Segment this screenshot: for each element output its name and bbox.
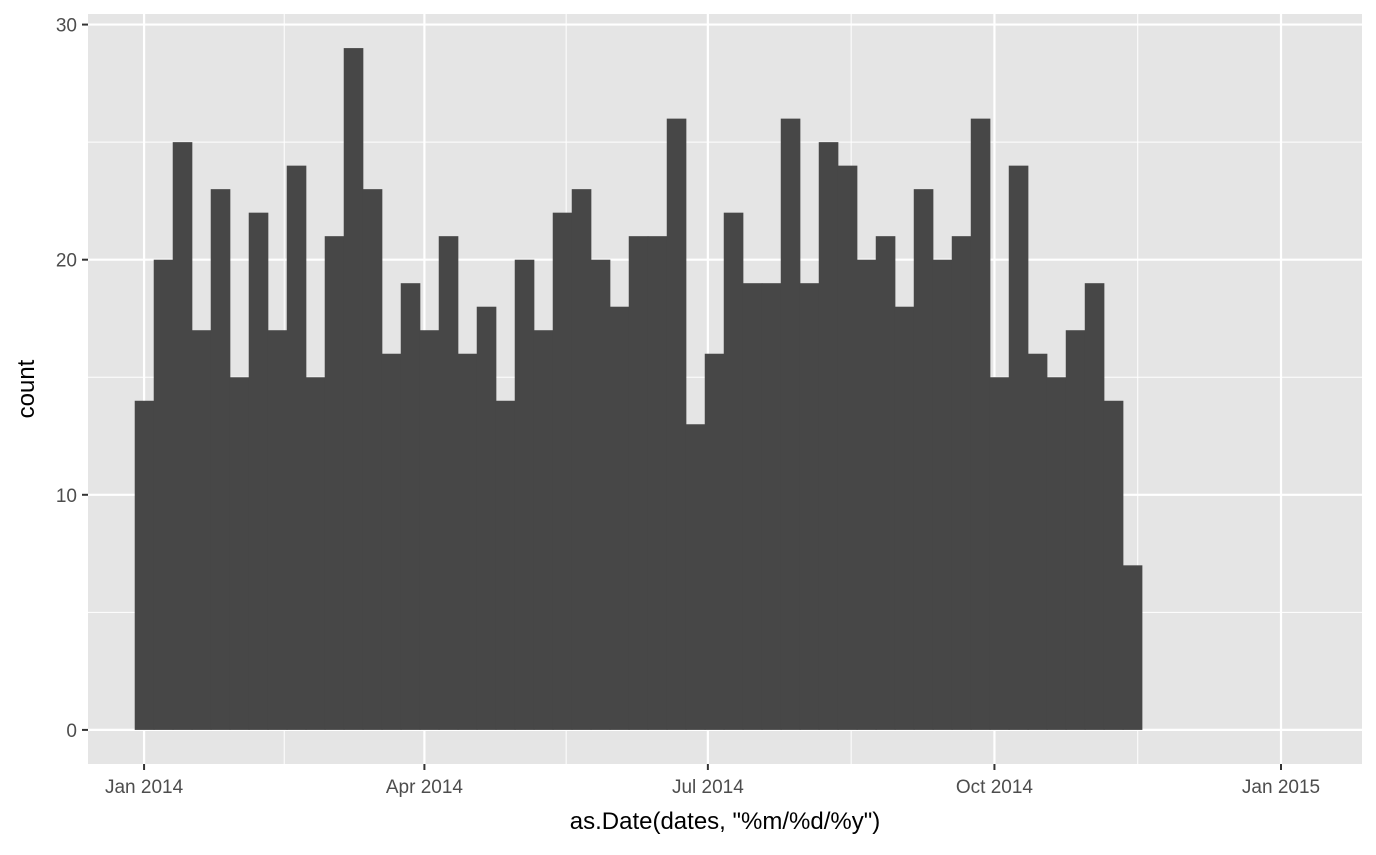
histogram-bar (1122, 565, 1143, 730)
histogram-bar (495, 400, 516, 730)
histogram-bar (134, 400, 155, 730)
histogram-bar (267, 330, 288, 730)
histogram-bar (457, 353, 478, 730)
histogram-bar (533, 330, 554, 730)
histogram-bar (951, 236, 972, 730)
y-tick-label: 20 (56, 251, 77, 272)
y-tick-label: 0 (66, 721, 77, 742)
histogram-bar (153, 259, 174, 730)
histogram-bar (818, 142, 839, 730)
y-tick-label: 30 (56, 16, 77, 37)
x-tick-label: Jul 2014 (672, 777, 744, 798)
histogram-bar (210, 189, 231, 730)
y-tick-label: 10 (56, 486, 77, 507)
histogram-bar (970, 118, 991, 730)
histogram-bar (875, 236, 896, 730)
histogram-bar (286, 165, 307, 730)
histogram-bar (229, 377, 250, 730)
histogram-bar (685, 424, 706, 730)
histogram-bar (172, 142, 193, 730)
x-tick-label: Jan 2015 (1242, 777, 1320, 798)
histogram-bar (666, 118, 687, 730)
histogram-bar (514, 259, 535, 730)
x-axis-title: as.Date(dates, "%m/%d/%y") (570, 808, 880, 835)
histogram-bar (419, 330, 440, 730)
histogram-bar (438, 236, 459, 730)
histogram-bar (1046, 377, 1067, 730)
histogram-bar (248, 212, 269, 730)
histogram-bars (134, 48, 1143, 730)
histogram-bar (1103, 400, 1124, 730)
histogram-bar (704, 353, 725, 730)
histogram-bar (628, 236, 649, 730)
x-tick-label: Oct 2014 (956, 777, 1034, 798)
histogram-bar (324, 236, 345, 730)
histogram-bar (552, 212, 573, 730)
histogram-bar (1008, 165, 1029, 730)
x-tick-label: Apr 2014 (386, 777, 464, 798)
histogram-bar (1065, 330, 1086, 730)
histogram-bar (400, 283, 421, 730)
histogram-bar (647, 236, 668, 730)
y-axis-ticks: 0 10 20 30 (56, 16, 88, 742)
histogram-bar (1027, 353, 1048, 730)
histogram-bar (932, 259, 953, 730)
histogram-bar (191, 330, 212, 730)
histogram-bar (362, 189, 383, 730)
y-axis-title: count (13, 359, 40, 418)
histogram-bar (381, 353, 402, 730)
histogram-bar (856, 259, 877, 730)
histogram-bar (742, 283, 763, 730)
histogram-bar (571, 189, 592, 730)
histogram-bar (590, 259, 611, 730)
histogram-bar (343, 48, 364, 730)
histogram-bar (723, 212, 744, 730)
histogram-bar (894, 306, 915, 730)
x-axis-ticks: Jan 2014 Apr 2014 Jul 2014 Oct 2014 Jan 2015 (105, 764, 1320, 798)
histogram-bar (837, 165, 858, 730)
histogram-bar (476, 306, 497, 730)
histogram-bar (799, 283, 820, 730)
x-tick-label: Jan 2014 (105, 777, 184, 798)
histogram-bar (913, 189, 934, 730)
histogram-bar (1084, 283, 1105, 730)
histogram-bar (609, 306, 630, 730)
histogram-bar (989, 377, 1010, 730)
histogram-bar (780, 118, 801, 730)
histogram-bar (761, 283, 782, 730)
histogram-bar (305, 377, 326, 730)
